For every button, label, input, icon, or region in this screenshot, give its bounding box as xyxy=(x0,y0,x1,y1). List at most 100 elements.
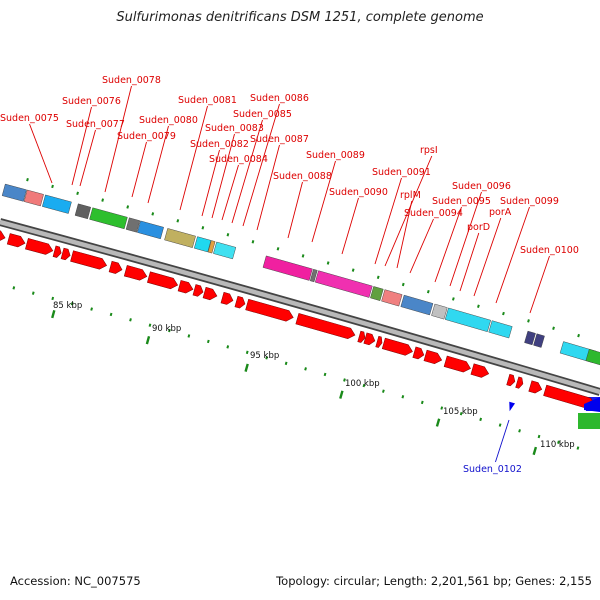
minor-tick xyxy=(518,429,521,433)
minor-tick xyxy=(90,307,93,311)
label-leader-line xyxy=(242,103,280,227)
label-leader-line xyxy=(384,155,433,267)
minor-tick xyxy=(304,367,307,371)
accession-text: Accession: NC_007575 xyxy=(10,574,141,588)
map-title: Sulfurimonas denitrificans DSM 1251, com… xyxy=(116,10,484,25)
cog-feature-block xyxy=(74,203,92,220)
major-tick xyxy=(244,363,249,372)
cog-feature-block xyxy=(488,320,513,339)
cog-feature-block xyxy=(370,286,384,301)
cds-reverse-arrow xyxy=(509,401,516,412)
gene-label-pora: porA xyxy=(473,207,512,297)
minor-tick xyxy=(76,191,79,195)
cds-track xyxy=(0,228,600,412)
cog-feature-block xyxy=(578,413,600,429)
gene-label-suden-0077: Suden_0077 xyxy=(66,119,125,187)
minor-tick xyxy=(557,440,560,445)
minor-tick xyxy=(451,297,455,301)
gene-label-suden-0095: Suden_0095 xyxy=(432,196,491,283)
gene-label-suden-0076: Suden_0076 xyxy=(62,96,121,186)
minor-tick xyxy=(498,423,502,427)
gene-label-suden-0100: Suden_0100 xyxy=(520,245,579,314)
cds-forward-arrow xyxy=(381,337,413,356)
label-leader-line xyxy=(449,191,482,287)
genome-summary: Topology: circular; Length: 2,201,561 bp… xyxy=(276,574,592,588)
gene-label-suden-0083: Suden_0083 xyxy=(205,123,264,219)
cog-feature-block xyxy=(137,220,164,240)
label-leader-line xyxy=(179,105,208,211)
cog-feature-block xyxy=(164,228,196,248)
gene-label-text: rplM xyxy=(400,190,421,201)
minor-tick xyxy=(226,233,230,237)
label-leader-line xyxy=(131,141,147,198)
label-leader-line xyxy=(495,419,510,463)
cds-forward-arrow xyxy=(375,335,383,348)
gene-label-pord: porD xyxy=(459,222,490,292)
cds-forward-arrow xyxy=(60,247,71,261)
gene-label-text: Suden_0080 xyxy=(139,115,198,126)
minor-tick xyxy=(479,417,483,422)
scale-label: 100 kbp xyxy=(345,379,380,389)
minor-tick xyxy=(426,289,430,294)
minor-tick xyxy=(401,282,405,287)
gene-label-suden-0085: Suden_0085 xyxy=(231,109,292,224)
gene-label-suden-0078: Suden_0078 xyxy=(102,75,161,193)
minor-tick xyxy=(51,296,55,301)
cds-forward-arrow xyxy=(234,295,246,309)
cds-forward-arrow xyxy=(506,373,516,387)
cog-feature-block xyxy=(89,207,128,230)
gene-label-text: Suden_0094 xyxy=(404,208,463,219)
cds-forward-arrow xyxy=(6,233,26,248)
minor-tick xyxy=(226,345,230,349)
major-tick xyxy=(339,390,344,399)
cds-forward-arrow xyxy=(423,349,443,365)
minor-tick xyxy=(101,198,105,202)
minor-tick xyxy=(251,240,255,244)
gene-label-text: Suden_0089 xyxy=(306,150,365,161)
minor-tick xyxy=(151,212,155,216)
gene-label-suden-0091: Suden_0091 xyxy=(372,167,431,265)
gene-label-text: Suden_0100 xyxy=(520,245,579,256)
cds-forward-arrow xyxy=(470,363,490,378)
gene-label-suden-0084: Suden_0084 xyxy=(209,154,268,221)
minor-tick xyxy=(109,312,113,317)
cds-forward-arrow xyxy=(123,265,148,281)
cog-feature-block xyxy=(207,240,216,254)
gene-label-suden-0079: Suden_0079 xyxy=(117,131,176,198)
cds-forward-arrow xyxy=(147,271,179,290)
label-leader-line xyxy=(29,123,53,184)
minor-tick xyxy=(265,356,269,360)
gene-label-suden-0099: Suden_0099 xyxy=(495,196,559,304)
gene-label-suden-0081: Suden_0081 xyxy=(178,95,237,211)
cog-feature-block xyxy=(444,307,491,333)
minor-tick xyxy=(351,268,355,272)
cog-feature-block xyxy=(381,289,403,307)
cog-feature-block xyxy=(193,236,212,253)
cog-feature-block xyxy=(431,303,448,320)
gene-label-text: Suden_0078 xyxy=(102,75,161,86)
cds-forward-arrow xyxy=(177,280,194,294)
cog-feature-block xyxy=(1,183,27,202)
minor-tick xyxy=(201,226,205,230)
gene-label-rpsi: rpsI xyxy=(384,145,438,267)
minor-tick xyxy=(301,254,305,258)
minor-tick xyxy=(168,328,171,333)
minor-tick xyxy=(477,304,480,308)
label-leader-line xyxy=(495,206,530,304)
gene-label-suden-0096: Suden_0096 xyxy=(449,181,511,287)
gene-label-suden-0082: Suden_0082 xyxy=(190,139,249,217)
gene-label-text: porA xyxy=(489,207,512,218)
gene-label-text: Suden_0088 xyxy=(273,171,332,182)
label-leader-line xyxy=(311,160,336,243)
scale-label: 95 kbp xyxy=(250,351,279,361)
minor-tick xyxy=(70,302,74,306)
cog-feature-block xyxy=(400,294,434,316)
cds-forward-arrow xyxy=(412,346,425,360)
scale-labels: 85 kbp 90 kbp 95 kbp 100 kbp 105 kbp 110 kbp xyxy=(53,301,575,450)
gene-label-suden-0089: Suden_0089 xyxy=(306,150,365,243)
label-leader-line xyxy=(221,164,239,221)
minor-tick xyxy=(148,323,152,327)
cog-feature-block xyxy=(125,217,141,233)
cds-forward-arrow xyxy=(25,238,54,255)
minor-tick xyxy=(376,275,380,280)
